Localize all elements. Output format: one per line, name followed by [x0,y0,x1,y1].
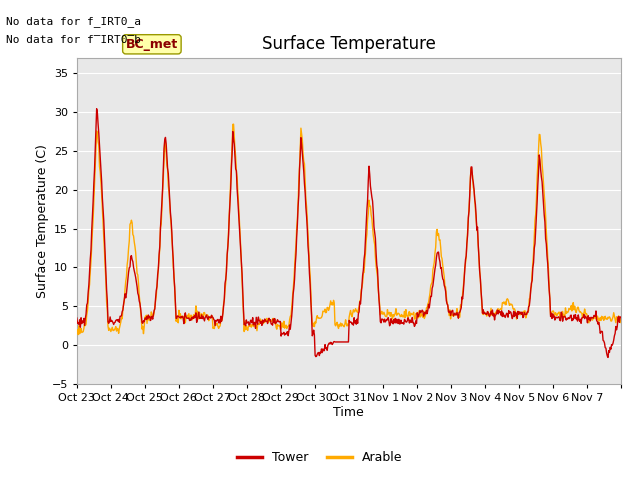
Text: No data for f_IRT0_a: No data for f_IRT0_a [6,16,141,27]
Legend: Tower, Arable: Tower, Arable [232,446,408,469]
Title: Surface Temperature: Surface Temperature [262,35,436,53]
Text: No data for f̅IRT0̅b: No data for f̅IRT0̅b [6,35,141,45]
Y-axis label: Surface Temperature (C): Surface Temperature (C) [36,144,49,298]
X-axis label: Time: Time [333,406,364,419]
Text: BC_met: BC_met [125,38,178,51]
